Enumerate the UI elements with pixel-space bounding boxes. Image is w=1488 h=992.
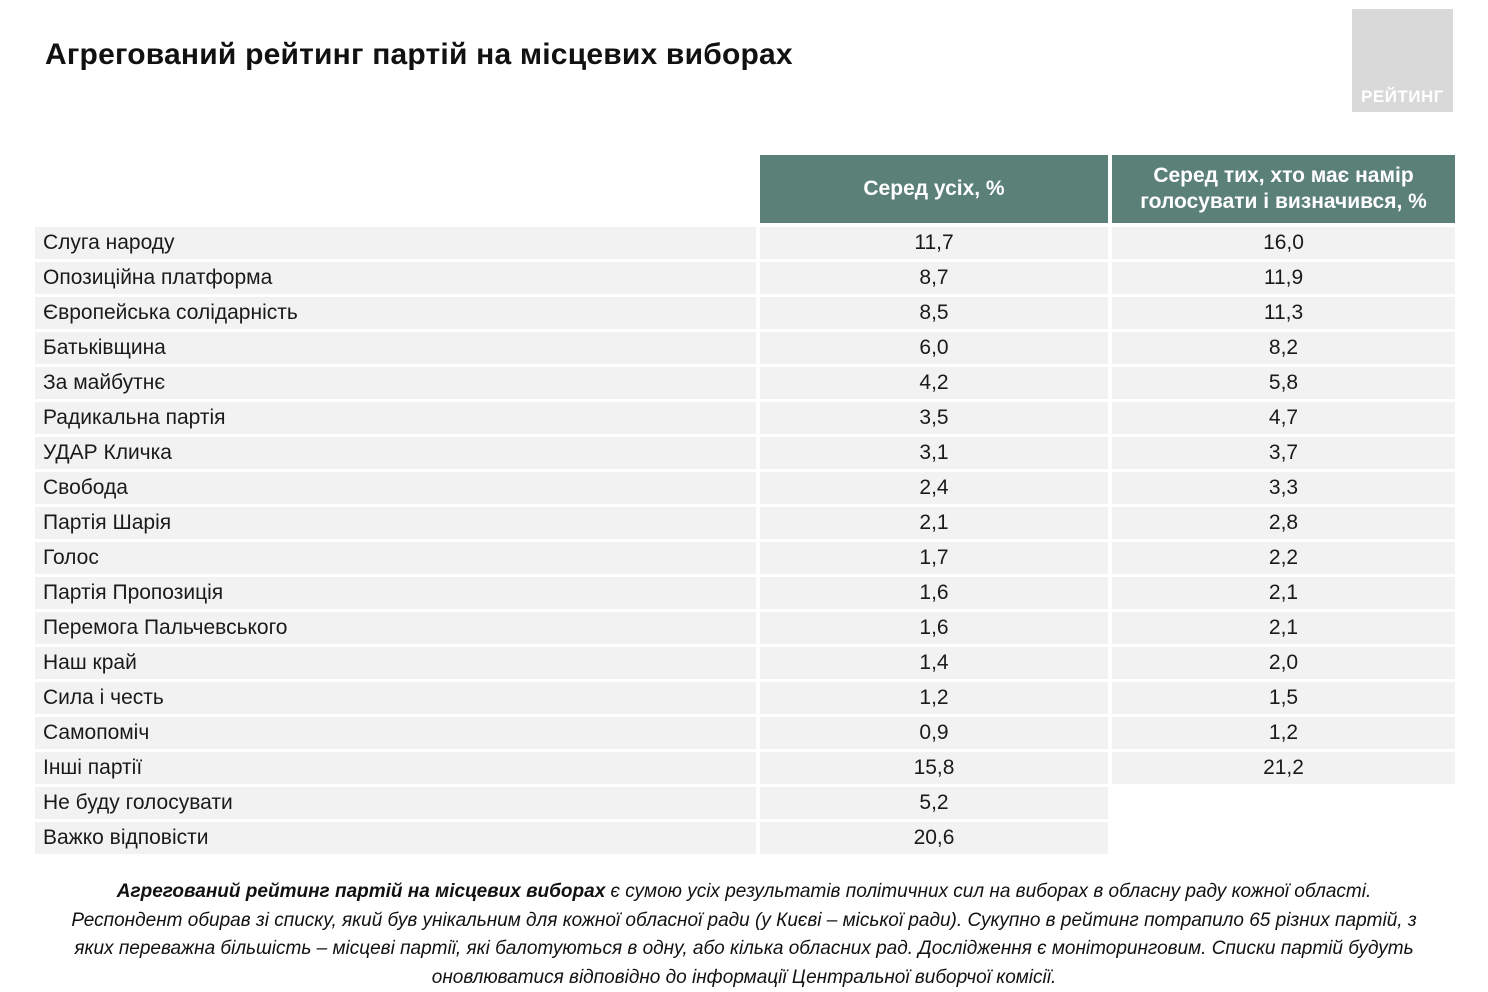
party-name-cell: Не буду голосувати [35, 787, 756, 819]
table-rows: Слуга народу 11,7 16,0 Опозиційна платфо… [35, 227, 1455, 854]
value-all-cell: 2,1 [760, 507, 1108, 539]
table-header-row: Серед усіх, % Серед тих, хто має намір г… [35, 155, 1455, 223]
party-name-cell: Важко відповісти [35, 822, 756, 854]
value-all-cell: 6,0 [760, 332, 1108, 364]
column-header-decided: Серед тих, хто має намір голосувати і ви… [1112, 155, 1455, 223]
party-name-cell: Радикальна партія [35, 402, 756, 434]
party-name-cell: Сила і честь [35, 682, 756, 714]
table-row: Інші партії 15,8 21,2 [35, 752, 1455, 784]
table-row: Сила і честь 1,2 1,5 [35, 682, 1455, 714]
value-decided-cell: 8,2 [1112, 332, 1455, 364]
table-row: Партія Пропозиція 1,6 2,1 [35, 577, 1455, 609]
party-name-cell: УДАР Кличка [35, 437, 756, 469]
value-decided-cell: 11,9 [1112, 262, 1455, 294]
party-name-cell: Батьківщина [35, 332, 756, 364]
party-name-cell: Перемога Пальчевського [35, 612, 756, 644]
value-decided-cell [1112, 822, 1455, 854]
page-title: Агрегований рейтинг партій на місцевих в… [45, 38, 793, 71]
table-row: Голос 1,7 2,2 [35, 542, 1455, 574]
value-decided-cell: 2,1 [1112, 577, 1455, 609]
rating-group-logo-text: РЕЙТИНГ [1361, 87, 1444, 106]
value-all-cell: 1,4 [760, 647, 1108, 679]
value-all-cell: 15,8 [760, 752, 1108, 784]
table-row: УДАР Кличка 3,1 3,7 [35, 437, 1455, 469]
table-row: Опозиційна платформа 8,7 11,9 [35, 262, 1455, 294]
table-header-spacer [35, 155, 756, 223]
value-all-cell: 8,5 [760, 297, 1108, 329]
column-header-all: Серед усіх, % [760, 155, 1108, 223]
value-decided-cell [1112, 787, 1455, 819]
table-row: Не буду голосувати 5,2 [35, 787, 1455, 819]
value-decided-cell: 4,7 [1112, 402, 1455, 434]
value-all-cell: 5,2 [760, 787, 1108, 819]
footnote-bold-lead: Агрегований рейтинг партій на місцевих в… [116, 881, 606, 902]
table-row: Радикальна партія 3,5 4,7 [35, 402, 1455, 434]
value-all-cell: 2,4 [760, 472, 1108, 504]
rating-group-logo: РЕЙТИНГ [1352, 9, 1453, 112]
footnote-body: є сумою усіх результатів політичних сил … [71, 881, 1417, 988]
party-name-cell: За майбутнє [35, 367, 756, 399]
table-row: Партія Шарія 2,1 2,8 [35, 507, 1455, 539]
value-decided-cell: 2,0 [1112, 647, 1455, 679]
party-name-cell: Слуга народу [35, 227, 756, 259]
value-all-cell: 20,6 [760, 822, 1108, 854]
party-name-cell: Європейська солідарність [35, 297, 756, 329]
party-name-cell: Наш край [35, 647, 756, 679]
value-all-cell: 3,5 [760, 402, 1108, 434]
value-all-cell: 4,2 [760, 367, 1108, 399]
value-decided-cell: 2,8 [1112, 507, 1455, 539]
value-decided-cell: 2,2 [1112, 542, 1455, 574]
party-name-cell: Інші партії [35, 752, 756, 784]
party-name-cell: Партія Пропозиція [35, 577, 756, 609]
value-decided-cell: 16,0 [1112, 227, 1455, 259]
value-decided-cell: 3,7 [1112, 437, 1455, 469]
value-decided-cell: 11,3 [1112, 297, 1455, 329]
value-all-cell: 1,6 [760, 612, 1108, 644]
table-row: Слуга народу 11,7 16,0 [35, 227, 1455, 259]
table-row: Важко відповісти 20,6 [35, 822, 1455, 854]
footnote: Агрегований рейтинг партій на місцевих в… [60, 878, 1428, 992]
table-row: Наш край 1,4 2,0 [35, 647, 1455, 679]
party-name-cell: Самопоміч [35, 717, 756, 749]
value-all-cell: 11,7 [760, 227, 1108, 259]
value-all-cell: 8,7 [760, 262, 1108, 294]
table-row: За майбутнє 4,2 5,8 [35, 367, 1455, 399]
table-row: Свобода 2,4 3,3 [35, 472, 1455, 504]
party-name-cell: Голос [35, 542, 756, 574]
value-decided-cell: 21,2 [1112, 752, 1455, 784]
value-all-cell: 0,9 [760, 717, 1108, 749]
value-all-cell: 1,7 [760, 542, 1108, 574]
party-name-cell: Опозиційна платформа [35, 262, 756, 294]
value-decided-cell: 5,8 [1112, 367, 1455, 399]
table-row: Батьківщина 6,0 8,2 [35, 332, 1455, 364]
value-decided-cell: 1,5 [1112, 682, 1455, 714]
ratings-table: Серед усіх, % Серед тих, хто має намір г… [35, 155, 1455, 857]
value-decided-cell: 2,1 [1112, 612, 1455, 644]
value-decided-cell: 3,3 [1112, 472, 1455, 504]
table-row: Європейська солідарність 8,5 11,3 [35, 297, 1455, 329]
value-decided-cell: 1,2 [1112, 717, 1455, 749]
party-name-cell: Свобода [35, 472, 756, 504]
value-all-cell: 3,1 [760, 437, 1108, 469]
party-name-cell: Партія Шарія [35, 507, 756, 539]
table-row: Перемога Пальчевського 1,6 2,1 [35, 612, 1455, 644]
value-all-cell: 1,6 [760, 577, 1108, 609]
table-row: Самопоміч 0,9 1,2 [35, 717, 1455, 749]
value-all-cell: 1,2 [760, 682, 1108, 714]
